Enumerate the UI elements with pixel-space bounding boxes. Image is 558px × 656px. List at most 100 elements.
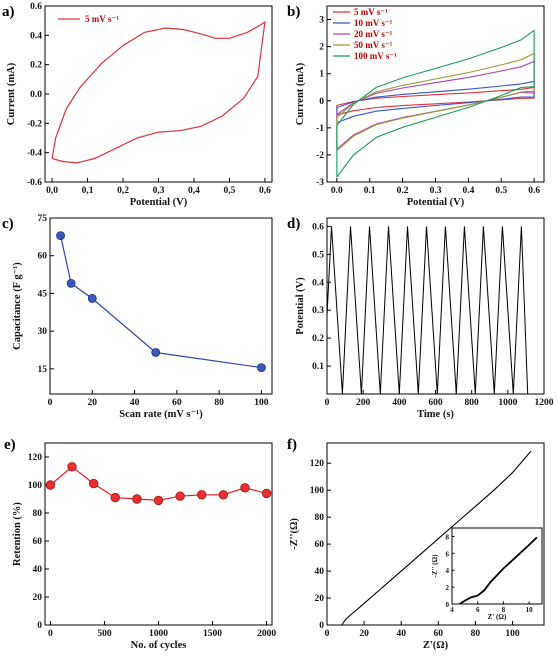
y-tick-label: 0.5 — [312, 250, 324, 260]
retention-point — [110, 492, 120, 503]
x-tick-label: 8 — [502, 606, 506, 614]
legend-label: 100 mV s⁻¹ — [354, 51, 397, 61]
axes-frame — [326, 442, 545, 626]
x-tick-label: 80 — [471, 629, 481, 639]
retention-point — [132, 494, 142, 504]
x-tick-label: 1000 — [149, 629, 168, 639]
y-tick-label: 0.6 — [312, 222, 324, 232]
y-tick-label: 0.0 — [30, 90, 42, 100]
y-tick-label: -3 — [316, 178, 324, 188]
y-tick-label: 120 — [310, 459, 325, 469]
y-axis-label: -Z'' (Ω) — [431, 554, 439, 578]
legend-label: 5 mV s⁻¹ — [354, 7, 388, 17]
x-tick-label: 1500 — [203, 629, 222, 639]
x-tick-label: 2000 — [257, 629, 276, 639]
y-tick-label: 0 — [319, 621, 324, 631]
y-tick-label: 100 — [28, 481, 43, 491]
x-tick-label: 0,1 — [82, 186, 94, 196]
x-tick-label: 0,3 — [153, 186, 165, 196]
x-tick-label: 20 — [359, 629, 369, 639]
y-tick-label: 4 — [446, 567, 450, 575]
retention-point — [197, 490, 207, 500]
y-tick-label: 80 — [33, 509, 43, 519]
cv-curve — [336, 29, 535, 178]
y-tick-label: 30 — [38, 327, 48, 337]
y-tick-label: 20 — [315, 594, 325, 604]
y-tick-label: -0.6 — [27, 178, 42, 188]
x-tick-label: 0 — [325, 398, 330, 408]
y-axis-label: -Z''(Ω) — [289, 518, 300, 550]
y-axis-label: Potential (V) — [295, 277, 306, 335]
y-tick-label: 15 — [38, 365, 48, 375]
capacitance-point — [66, 278, 76, 288]
y-tick-label: 120 — [28, 453, 43, 463]
x-tick-label: 40 — [130, 398, 140, 408]
x-tick-label: 400 — [392, 398, 407, 408]
y-tick-label: 60 — [33, 537, 43, 547]
y-axis-label: Capacitance (F g⁻¹) — [12, 262, 23, 350]
x-axis-label: Time (s) — [417, 409, 454, 420]
y-tick-label: 0 — [37, 621, 42, 631]
nyquist-inset-curve — [459, 536, 538, 605]
x-tick-label: 800 — [465, 398, 480, 408]
y-tick-label: 45 — [38, 289, 48, 299]
x-tick-label: 1200 — [535, 398, 554, 408]
x-tick-label: 0 — [325, 629, 330, 639]
x-axis-label: Potential (V) — [407, 197, 465, 208]
x-axis-label: Potential (V) — [130, 197, 188, 208]
y-tick-label: -0.2 — [27, 119, 42, 129]
x-axis-label: Z' (Ω) — [488, 613, 507, 621]
axes-frame — [49, 217, 273, 395]
retention-point — [88, 478, 99, 489]
x-axis-label: Scan rate (mV s⁻¹) — [119, 409, 203, 420]
panel-label: c) — [2, 216, 14, 232]
x-tick-label: 60 — [172, 398, 182, 408]
x-tick-label: 1000 — [498, 398, 517, 408]
y-axis-label: Current (mA) — [295, 62, 306, 125]
x-tick-label: 10 — [526, 606, 534, 614]
cv-curve — [336, 80, 535, 124]
x-tick-label: 500 — [97, 629, 112, 639]
y-tick-label: 60 — [38, 252, 48, 262]
y-tick-label: 6 — [446, 550, 450, 558]
y-tick-label: 40 — [33, 565, 43, 575]
y-tick-label: 0.4 — [30, 31, 42, 41]
x-tick-label: 600 — [428, 398, 443, 408]
y-tick-label: 0.2 — [30, 61, 42, 71]
capacitance-point — [151, 348, 161, 357]
capacitance-point — [87, 294, 97, 303]
x-tick-label: 0,5 — [224, 186, 236, 196]
y-tick-label: 20 — [33, 593, 43, 603]
y-axis-label: Current (mA) — [6, 62, 17, 125]
x-tick-label: 40 — [396, 629, 406, 639]
cv-curve-5mv — [51, 20, 266, 164]
axes-frame — [44, 5, 273, 183]
panel-c-axes: 0 20 40 60 80 100 15 30 45 60 75 Scan rate (mV s⁻¹)… — [12, 214, 273, 420]
x-tick-label: 0.2 — [397, 186, 409, 196]
retention-point — [67, 462, 77, 472]
nyquist-curve — [341, 450, 532, 626]
y-tick-label: 0.1 — [312, 362, 324, 372]
x-tick-label: 200 — [356, 398, 371, 408]
y-tick-label: 2 — [319, 43, 324, 53]
x-tick-label: 0.4 — [462, 186, 474, 196]
retention-point — [218, 490, 229, 500]
y-tick-label: 80 — [315, 513, 325, 523]
x-tick-label: 0,6 — [259, 186, 271, 196]
x-tick-label: 0,4 — [188, 186, 200, 196]
x-tick-label: 0.0 — [331, 186, 343, 196]
retention-point — [240, 483, 250, 493]
panel-a-axes: 0,0 0,1 0,2 0,3 0,4 0,5 0,6 -0.6 -0.4 -0.2 0.0 0.2 0… — [6, 2, 273, 208]
y-tick-label: 0 — [319, 97, 324, 107]
y-tick-label: 0.6 — [30, 2, 42, 12]
legend-label: 10 mV s⁻¹ — [354, 18, 393, 28]
x-tick-label: 60 — [434, 629, 444, 639]
x-tick-label: 0,0 — [46, 186, 58, 196]
panel-label: d) — [287, 216, 300, 232]
y-tick-label: 75 — [38, 214, 48, 224]
panel-label: e) — [4, 437, 16, 453]
y-tick-label: 2 — [446, 584, 450, 592]
y-tick-label: 3 — [319, 16, 324, 26]
